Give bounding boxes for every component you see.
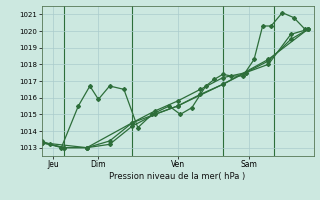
X-axis label: Pression niveau de la mer( hPa ): Pression niveau de la mer( hPa ) <box>109 172 246 181</box>
